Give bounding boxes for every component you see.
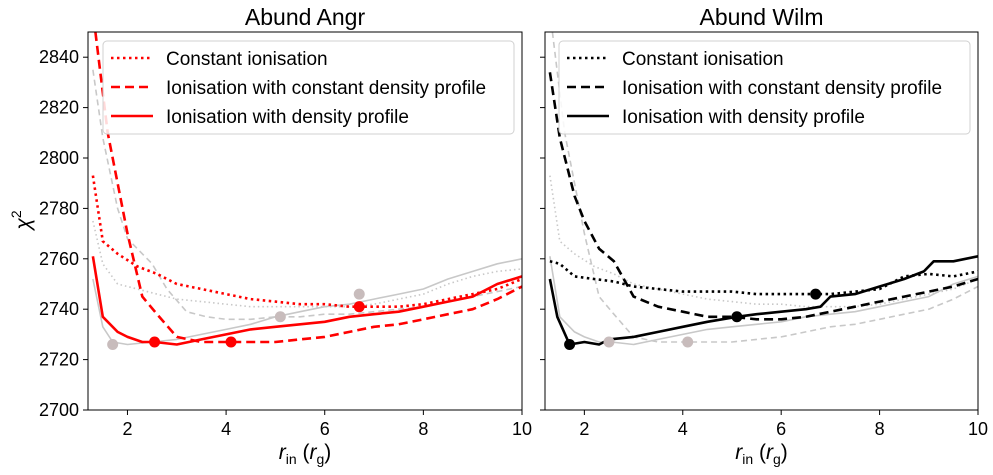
minimum-marker — [564, 338, 576, 350]
series-line-solid — [91, 256, 522, 346]
x-axis-label-open: ( — [753, 441, 766, 464]
x-axis-label-open: ( — [297, 441, 310, 464]
x-tick-label: 2 — [122, 419, 132, 439]
minimum-marker — [274, 311, 286, 323]
y-tick-label: 2820 — [39, 98, 79, 118]
series-line-dashed — [548, 72, 978, 321]
legend-label: Constant ionisation — [622, 49, 784, 70]
series-line-solid — [548, 255, 978, 346]
legend-label: Ionisation with constant density profile — [622, 78, 942, 99]
x-tick-label: 4 — [678, 419, 688, 439]
legend-box — [558, 40, 971, 135]
chart-title: Abund Wilm — [700, 4, 824, 30]
x-tick-label: 2 — [579, 419, 589, 439]
plot-area — [548, 32, 978, 350]
legend-label: Ionisation with density profile — [166, 107, 409, 128]
x-tick-label: 10 — [512, 419, 532, 439]
x-axis-label-var: r — [279, 441, 287, 464]
y-tick-label: 2740 — [39, 299, 79, 319]
y-axis-label: χ2 — [8, 210, 35, 231]
y-tick-label: 2720 — [39, 350, 79, 370]
minimum-marker — [225, 336, 237, 348]
background-series-line-dashed — [92, 69, 522, 321]
background-series-line-dotted — [92, 220, 522, 308]
x-tick-label: 4 — [221, 419, 231, 439]
minimum-marker — [810, 288, 822, 300]
minimum-marker — [731, 311, 743, 323]
y-tick-label: 2760 — [39, 249, 79, 269]
axes-frame — [87, 31, 523, 411]
y-tick-label: 2700 — [39, 400, 79, 420]
x-axis-label: rin (rg) — [279, 441, 332, 467]
x-axis-label-var: r — [735, 441, 743, 464]
x-axis-label-unit-sub: g — [773, 451, 781, 467]
x-axis-label-unit: r — [309, 441, 317, 464]
x-tick-label: 6 — [320, 419, 330, 439]
y-tick-label: 2800 — [39, 148, 79, 168]
legend-label: Ionisation with constant density profile — [166, 78, 486, 99]
x-axis-label-unit: r — [766, 441, 774, 464]
series-line-dashed — [94, 32, 522, 344]
x-axis-label-close: ) — [781, 441, 788, 464]
chart-panel-angr: 2 4 6 8 10 2700 2720 2740 2760 2780 2800 2820 2840 Ab… — [39, 4, 532, 467]
x-tick-label: 8 — [875, 419, 885, 439]
minimum-marker — [603, 336, 615, 348]
x-axis-label-unit-sub: g — [316, 451, 324, 467]
y-axis-label-sup: 2 — [8, 210, 24, 218]
background-series-line-dotted — [549, 175, 978, 308]
chart-title: Abund Angr — [245, 4, 366, 30]
x-axis-label: rin (rg) — [735, 441, 788, 467]
legend: Constant ionisation Ionisation with const… — [102, 40, 515, 135]
series-line-dotted — [91, 175, 522, 309]
background-series-line-dashed — [551, 32, 978, 343]
minimum-marker — [353, 288, 365, 300]
plot-area — [91, 32, 522, 350]
x-axis-label-sub: in — [286, 451, 297, 467]
x-tick-label: 8 — [418, 419, 428, 439]
legend-box — [102, 40, 515, 135]
series-line-dotted — [549, 260, 978, 296]
y-axis-label-main: χ — [12, 218, 35, 232]
legend-label: Ionisation with density profile — [622, 107, 865, 128]
axes-frame — [544, 31, 979, 411]
x-axis-label-close: ) — [324, 441, 331, 464]
minimum-marker — [353, 301, 365, 313]
legend-label: Constant ionisation — [166, 49, 328, 70]
background-series-line-solid — [92, 258, 522, 346]
minimum-marker — [682, 336, 694, 348]
minimum-marker — [107, 338, 119, 350]
background-series-line-solid — [549, 256, 978, 346]
x-axis-label-sub: in — [742, 451, 753, 467]
minimum-marker — [149, 336, 161, 348]
x-tick-label: 6 — [776, 419, 786, 439]
x-tick-label: 10 — [968, 419, 988, 439]
y-tick-label: 2780 — [39, 198, 79, 218]
y-tick-label: 2840 — [39, 47, 79, 67]
legend: Constant ionisation Ionisation with const… — [558, 40, 971, 135]
